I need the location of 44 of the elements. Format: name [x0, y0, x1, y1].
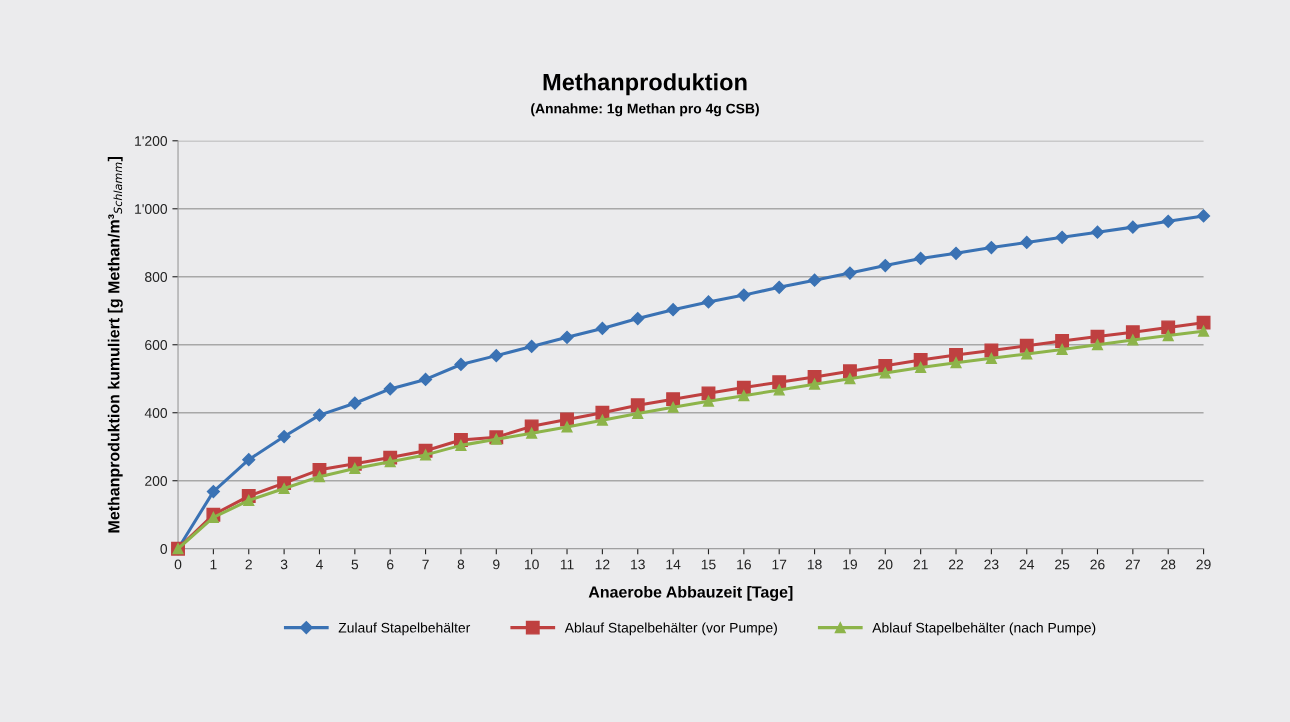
chart-subtitle: (Annahme: 1g Methan pro 4g CSB) [531, 103, 759, 117]
y-tick-label: 200 [145, 476, 168, 486]
y-tick-label: 600 [145, 340, 168, 350]
x-tick-label: 23 [984, 559, 999, 570]
x-tick-label: 24 [1019, 559, 1035, 570]
y-tick-label: 400 [144, 408, 168, 418]
x-tick-label: 2 [245, 559, 252, 570]
x-axis-title: Anaerobe Abbauzeit [Tage] [588, 585, 793, 601]
x-tick-label: 27 [1125, 559, 1140, 570]
x-tick-label: 17 [772, 559, 787, 570]
x-tick-label: 22 [949, 559, 964, 570]
x-tick-label: 8 [457, 559, 465, 570]
x-tick-label: 11 [560, 559, 574, 570]
x-tick-label: 19 [843, 559, 857, 570]
x-tick-label: 14 [666, 559, 681, 570]
x-tick-label: 25 [1055, 559, 1070, 570]
x-tick-label: 16 [737, 559, 751, 570]
chart-title: Methanproduktion [543, 73, 747, 96]
x-tick-label: 18 [807, 559, 822, 570]
x-tick-label: 9 [493, 559, 500, 570]
x-tick-label: 13 [631, 559, 645, 570]
x-tick-label: 3 [280, 559, 288, 570]
x-tick-label: 12 [595, 559, 610, 570]
x-tick-label: 7 [422, 559, 429, 570]
x-tick-label: 28 [1161, 559, 1176, 570]
y-tick-label: 0 [160, 544, 168, 554]
x-tick-label: 6 [387, 559, 394, 570]
x-tick-label: 0 [174, 559, 182, 570]
x-tick-label: 5 [351, 559, 359, 570]
x-tick-label: 4 [315, 559, 323, 570]
x-tick-label: 21 [913, 559, 928, 570]
x-tick-label: 1 [210, 559, 217, 570]
legend-label: Zulauf Stapelbehälter [338, 622, 471, 636]
y-tick-label: 1'000 [135, 204, 168, 214]
y-tick-label: 800 [145, 272, 168, 282]
legend-label: Ablauf Stapelbehälter (vor Pumpe) [564, 622, 777, 636]
legend-label: Ablauf Stapelbehälter (nach Pumpe) [872, 622, 1096, 636]
x-tick-label: 26 [1090, 559, 1105, 570]
x-tick-label: 20 [878, 559, 893, 570]
y-axis-title: Methanproduktion kumuliert [g Methan/m³$_{Schlamm}$] [107, 156, 123, 533]
x-tick-label: 29 [1196, 559, 1211, 570]
x-tick-label: 15 [701, 559, 716, 570]
y-tick-label: 1'200 [135, 136, 168, 146]
x-tick-label: 10 [524, 559, 539, 570]
